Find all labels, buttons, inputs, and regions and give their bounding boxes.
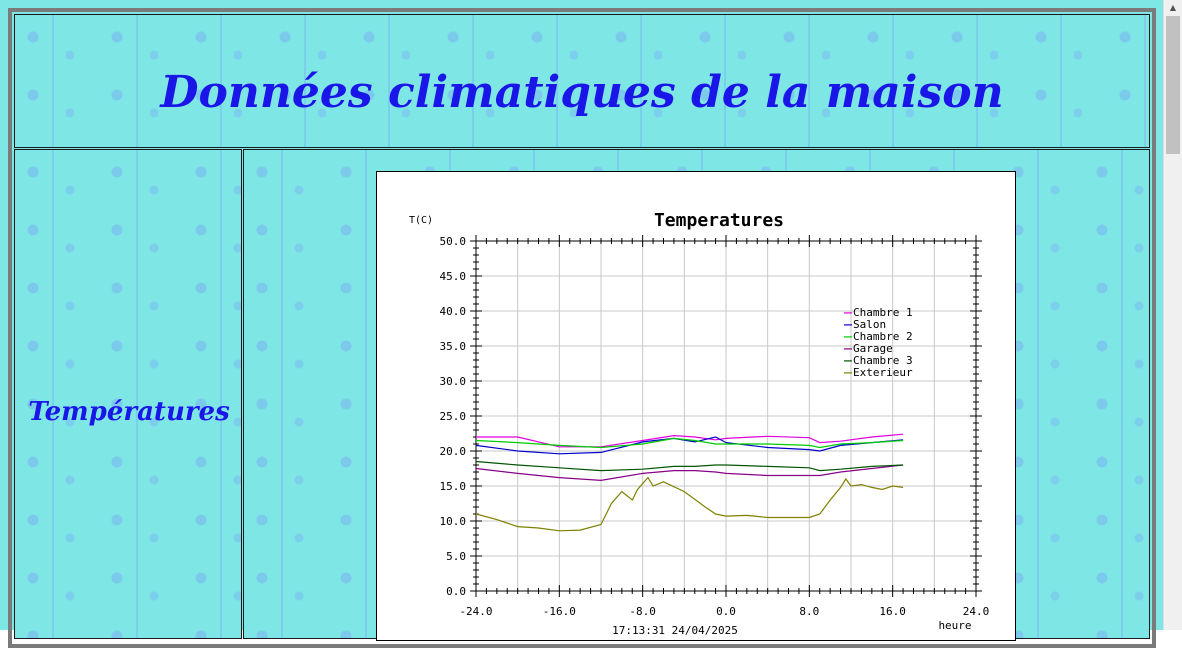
chart-series [475, 433, 904, 532]
x-tick-label: 8.0 [799, 605, 819, 618]
nav-frame: Températures [14, 149, 242, 639]
legend-label: Chambre 1 [853, 306, 913, 319]
chart-grid [476, 241, 976, 591]
series-line-exterieur [475, 476, 904, 532]
y-tick-label: 30.0 [440, 375, 467, 388]
chart-timestamp: 17:13:31 24/04/2025 [612, 624, 738, 637]
temperature-chart: Temperatures T(C) heure 17:13:31 24/04/2… [376, 171, 1016, 641]
chart-axes: -24.0 -16.0 -8.0 0.0 8.0 16.0 24.0 0.0 5.0 10.0 15… [440, 235, 990, 618]
y-tick-label: 40.0 [440, 305, 467, 318]
chart-y-axis-label: T(C) [409, 215, 433, 226]
x-tick-label: 0.0 [716, 605, 736, 618]
legend-label: Chambre 2 [853, 330, 913, 343]
chart-x-axis-label: heure [938, 619, 971, 632]
y-tick-label: 25.0 [440, 410, 467, 423]
series-line-garage [475, 464, 904, 482]
chart-title: Temperatures [654, 210, 784, 231]
y-tick-label: 50.0 [440, 235, 467, 248]
scroll-up-arrow-icon[interactable]: ▲ [1169, 3, 1177, 12]
y-tick-label: 10.0 [440, 515, 467, 528]
x-tick-label: 16.0 [879, 605, 906, 618]
legend-label: Salon [853, 318, 886, 331]
y-tick-label: 5.0 [446, 550, 466, 563]
legend-label: Exterieur [853, 366, 913, 379]
legend-label: Garage [853, 342, 893, 355]
chart-svg: Temperatures T(C) heure 17:13:31 24/04/2… [409, 210, 990, 637]
y-tick-label: 15.0 [440, 480, 467, 493]
x-tick-label: -24.0 [459, 605, 492, 618]
y-tick-label: 0.0 [446, 585, 466, 598]
series-line-chambre-3 [475, 460, 904, 472]
vertical-scrollbar[interactable]: ▲ [1163, 0, 1182, 630]
series-line-chambre-2 [475, 437, 904, 449]
y-tick-label: 20.0 [440, 445, 467, 458]
series-line-chambre-1 [476, 433, 904, 448]
nav-link-temperatures[interactable]: Températures [28, 397, 230, 427]
page-title: Données climatiques de la maison [160, 67, 1004, 118]
header-frame: Données climatiques de la maison [14, 14, 1150, 148]
legend-label: Chambre 3 [853, 354, 913, 367]
x-tick-label: -8.0 [629, 605, 656, 618]
scrollbar-thumb[interactable] [1166, 16, 1180, 154]
x-tick-label: 24.0 [963, 605, 990, 618]
y-tick-label: 45.0 [440, 270, 467, 283]
series-line-salon [475, 436, 904, 455]
y-tick-label: 35.0 [440, 340, 467, 353]
x-tick-label: -16.0 [543, 605, 576, 618]
